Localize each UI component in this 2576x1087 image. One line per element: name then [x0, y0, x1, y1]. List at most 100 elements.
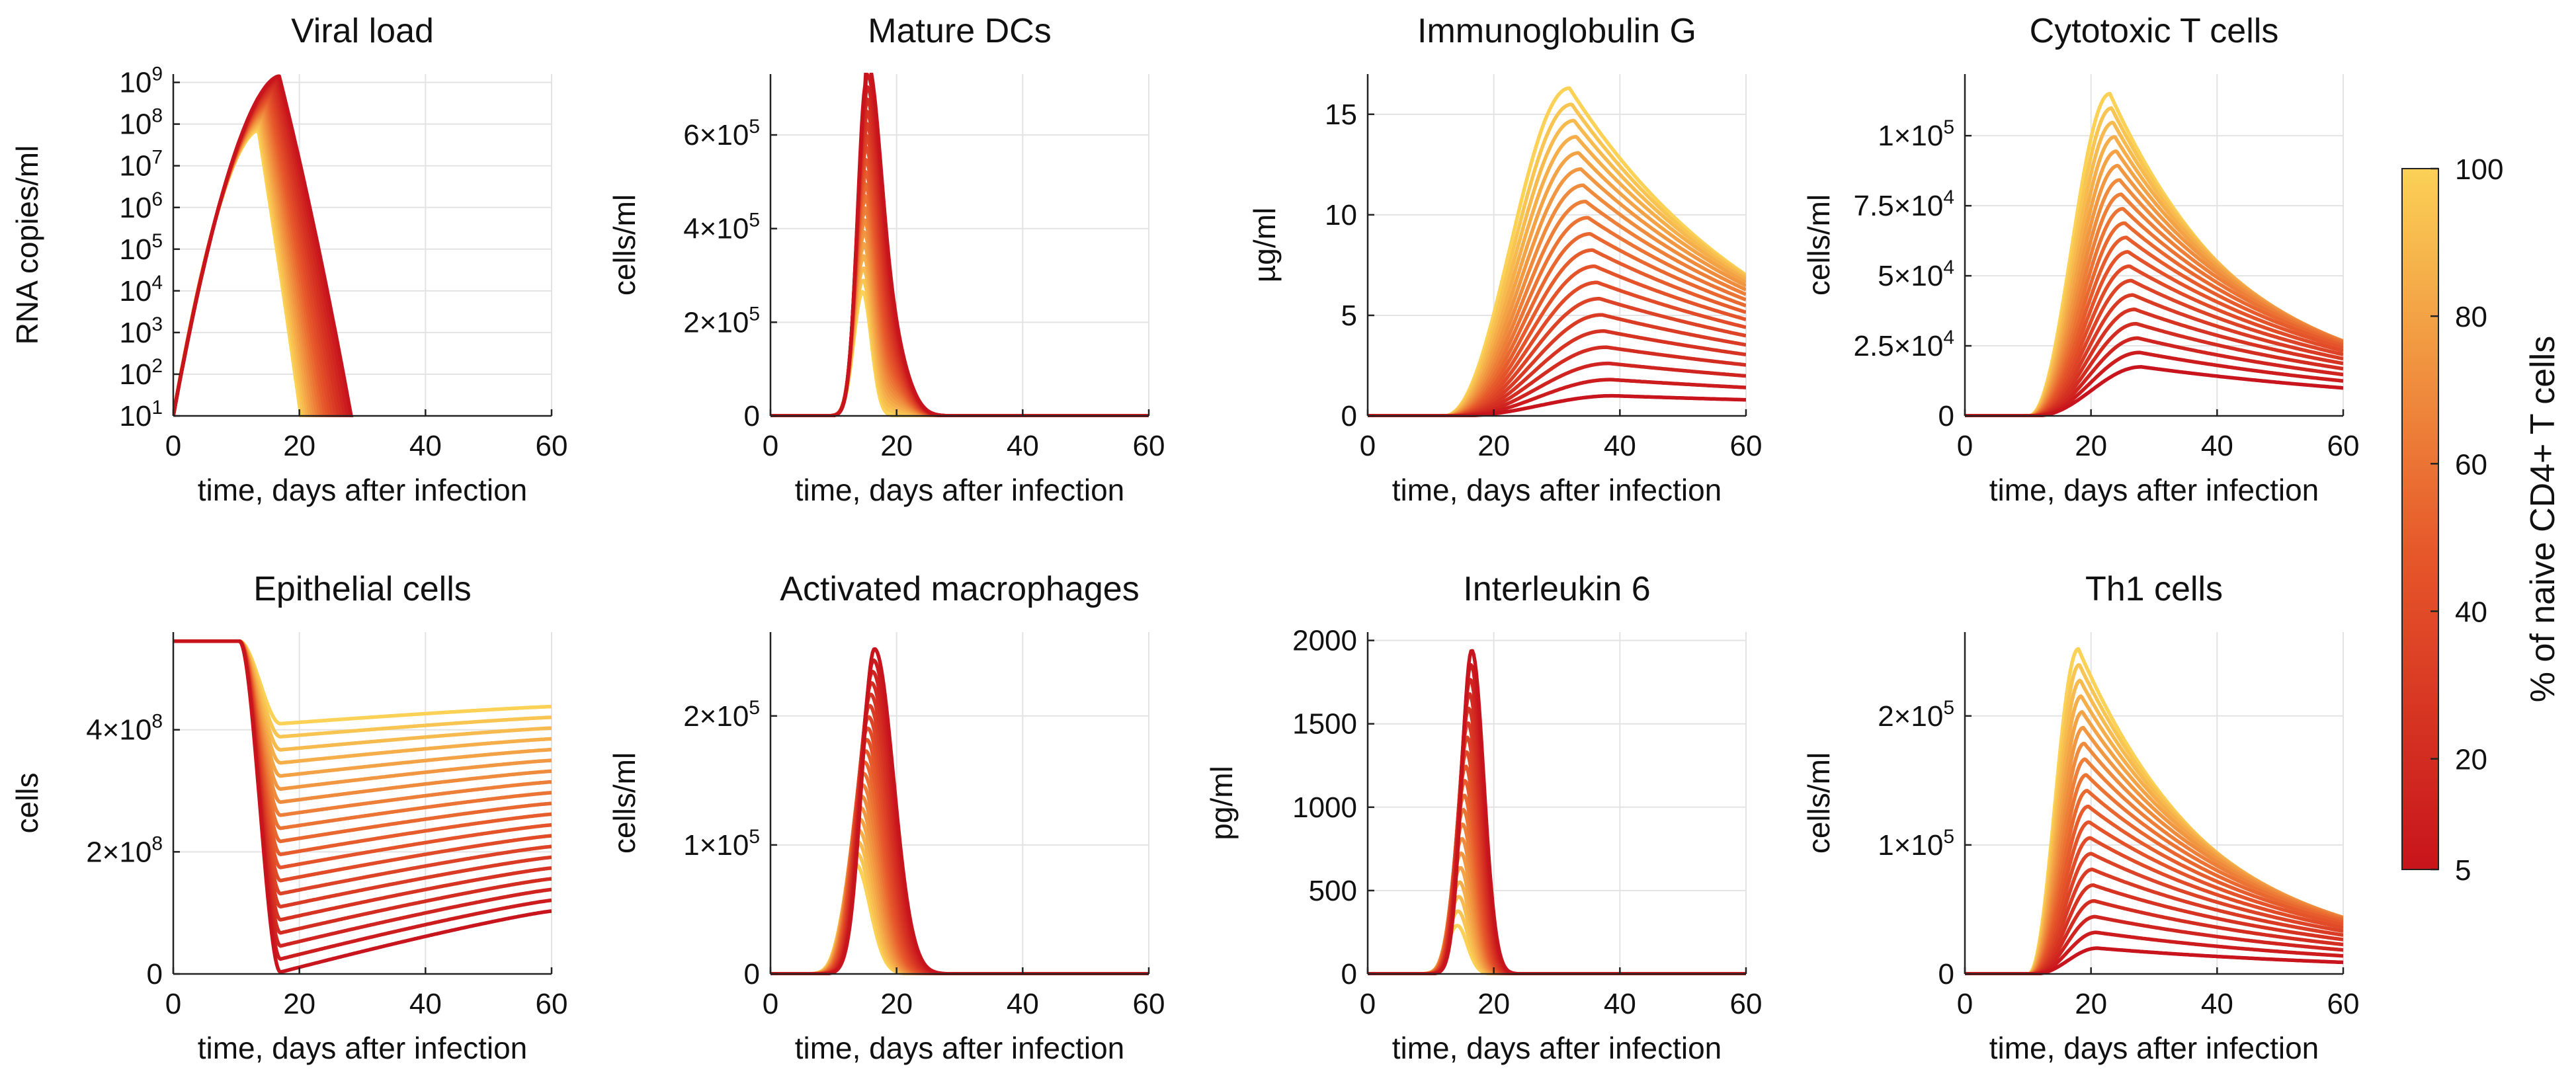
- y-tick-label: 0: [147, 958, 163, 990]
- y-tick-label: 109: [119, 63, 163, 99]
- y-tick-label: 1×105: [683, 826, 760, 862]
- x-tick-label: 60: [1133, 988, 1165, 1020]
- colorbar-tick-label: 40: [2455, 596, 2487, 628]
- colorbar-label: % of naive CD4+ T cells: [2524, 336, 2562, 702]
- series-line: [1368, 750, 1746, 975]
- y-axis-label: cells/ml: [1802, 194, 1836, 296]
- series-line: [770, 169, 1149, 417]
- series-line: [173, 639, 552, 948]
- series-line: [1368, 851, 1746, 975]
- y-tick-label: 0: [744, 400, 760, 432]
- panel-title: Activated macrophages: [780, 570, 1139, 608]
- x-tick-label: 20: [1477, 430, 1510, 462]
- y-tick-label: 2×105: [683, 697, 760, 733]
- series-line: [770, 73, 1149, 417]
- series-line: [1368, 793, 1746, 975]
- series-line: [770, 681, 1149, 975]
- series-line: [1368, 909, 1746, 975]
- x-tick-label: 40: [2201, 988, 2233, 1020]
- series-line: [1965, 235, 2343, 417]
- y-tick-label: 2000: [1292, 625, 1357, 657]
- x-tick-label: 20: [283, 430, 315, 462]
- x-tick-label: 40: [2201, 430, 2233, 462]
- panel-activated-macrophages: 0 20 40 60 0 1×105 2×105 Activated macrophages t…: [607, 570, 1165, 1065]
- x-tick-label: 60: [2327, 430, 2360, 462]
- y-tick-label: 2×105: [683, 303, 760, 339]
- series-line: [173, 639, 552, 817]
- y-tick-label: 1000: [1292, 791, 1357, 824]
- x-tick-label: 0: [1957, 988, 1973, 1020]
- colorbar-tick-label: 60: [2455, 448, 2487, 481]
- y-tick-label: 0: [1341, 958, 1357, 990]
- series-line: [1965, 178, 2343, 417]
- y-tick-label: 6×105: [683, 116, 760, 151]
- series-line: [770, 658, 1149, 975]
- y-tick-label: 2×105: [1878, 697, 1954, 733]
- series-line: [1368, 924, 1746, 975]
- series-line: [173, 83, 345, 417]
- x-tick-label: 0: [1360, 988, 1376, 1020]
- series-line: [173, 639, 552, 765]
- x-axis-label: time, days after infection: [795, 1031, 1125, 1065]
- series-line: [1368, 264, 1746, 417]
- y-tick-label: 1500: [1292, 708, 1357, 741]
- x-axis-label: time, days after infection: [1989, 1031, 2319, 1065]
- series-line: [770, 669, 1149, 975]
- series-line: [1368, 649, 1746, 975]
- series-group: [770, 647, 1149, 975]
- series-line: [770, 817, 1149, 975]
- y-tick-label: 2.5×104: [1854, 327, 1955, 362]
- x-tick-label: 60: [1730, 988, 1763, 1020]
- colorbar-tick-label: 80: [2455, 301, 2487, 333]
- x-tick-label: 40: [1604, 430, 1636, 462]
- panel-viral-load: 0 20 40 60 101 102 103 104 105 106 107 108 109 Viral …: [10, 12, 567, 507]
- series-line: [173, 639, 552, 726]
- x-axis-label: time, days after infection: [795, 473, 1125, 507]
- y-tick-label: 500: [1309, 875, 1357, 907]
- series-line: [770, 133, 1149, 417]
- series-line: [770, 726, 1149, 975]
- series-line: [1368, 866, 1746, 975]
- series-line: [173, 102, 325, 417]
- y-tick-label: 107: [119, 147, 163, 182]
- y-axis-label: RNA copies/ml: [10, 145, 44, 345]
- series-line: [1368, 822, 1746, 975]
- y-tick-label: 5×104: [1878, 257, 1954, 292]
- x-tick-label: 20: [880, 430, 913, 462]
- colorbar-gradient: [2401, 168, 2439, 870]
- series-line: [770, 851, 1149, 975]
- series-line: [770, 85, 1149, 417]
- x-tick-label: 0: [165, 988, 181, 1020]
- series-line: [173, 85, 341, 417]
- y-tick-label: 0: [744, 958, 760, 990]
- series-line: [173, 639, 552, 739]
- series-line: [770, 805, 1149, 975]
- series-line: [1368, 764, 1746, 975]
- series-line: [770, 737, 1149, 975]
- y-tick-label: 108: [119, 105, 163, 141]
- colorbar: 5 20 40 60 80 100 % of naive CD4+ T cells: [2401, 153, 2562, 887]
- series-line: [770, 794, 1149, 975]
- series-line: [1368, 895, 1746, 975]
- y-tick-label: 10: [1325, 199, 1357, 231]
- y-tick-label: 0: [1341, 400, 1357, 432]
- x-tick-label: 60: [2327, 988, 2360, 1020]
- series-line: [770, 254, 1149, 417]
- series-line: [173, 639, 552, 752]
- x-tick-label: 0: [1360, 430, 1376, 462]
- series-line: [770, 109, 1149, 417]
- x-tick-label: 40: [409, 430, 442, 462]
- panel-title: Epithelial cells: [253, 570, 472, 608]
- y-tick-label: 0: [1938, 400, 1954, 432]
- series-group: [1965, 647, 2343, 975]
- y-tick-label: 104: [119, 272, 163, 307]
- series-line: [173, 639, 552, 974]
- series-line: [770, 772, 1149, 975]
- panel-title: Mature DCs: [868, 12, 1051, 50]
- series-line: [1368, 692, 1746, 975]
- x-tick-label: 20: [2075, 430, 2107, 462]
- series-line: [770, 647, 1149, 975]
- y-axis-label: cells/ml: [1802, 752, 1836, 854]
- series-line: [1965, 278, 2343, 417]
- series-line: [770, 704, 1149, 975]
